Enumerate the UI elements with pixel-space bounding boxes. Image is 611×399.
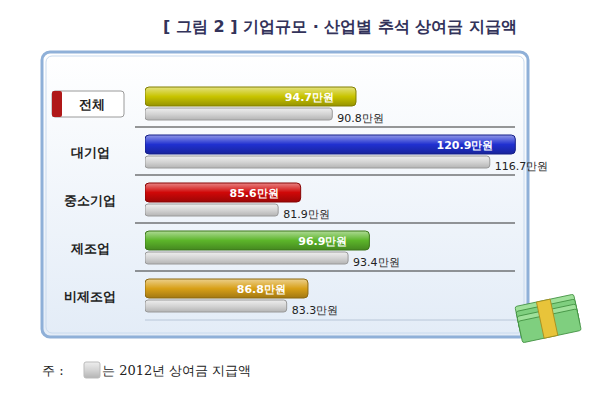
data-label: 120.9만원	[437, 139, 494, 152]
bar-2012	[145, 156, 490, 168]
title: [ 그림 2 ] 기업규모 · 산업별 추석 상여금 지급액	[163, 17, 517, 36]
data-label: 96.9만원	[298, 235, 347, 248]
data-label: 94.7만원	[285, 91, 334, 104]
note-label: 주 :	[42, 363, 64, 378]
bar-2012	[145, 204, 278, 216]
bars	[145, 87, 515, 312]
panel-inner	[46, 56, 524, 333]
separator	[135, 222, 515, 223]
money-icon	[515, 294, 581, 343]
separator	[135, 126, 515, 127]
chart-root: [ 그림 2 ] 기업규모 · 산업별 추석 상여금 지급액전체대기업중소기업제…	[0, 0, 611, 399]
category-label: 전체	[79, 97, 105, 112]
bar-2012	[145, 108, 332, 120]
bar-2013	[145, 279, 308, 298]
category-box-accent	[52, 91, 62, 117]
chart-svg: [ 그림 2 ] 기업규모 · 산업별 추석 상여금 지급액전체대기업중소기업제…	[0, 0, 611, 399]
data-label: 83.3만원	[292, 304, 339, 317]
category-box	[52, 91, 124, 117]
bar-2013	[145, 183, 301, 202]
separator	[135, 174, 515, 175]
data-label: 86.8만원	[237, 283, 286, 296]
data-label: 90.8만원	[337, 112, 384, 125]
category-label: 중소기업	[64, 193, 116, 208]
bar-2013	[145, 87, 356, 106]
separator	[135, 270, 515, 271]
category-label: 제조업	[70, 241, 110, 256]
data-label: 116.7만원	[495, 160, 549, 173]
x-axis-line	[145, 320, 522, 321]
category-label: 비제조업	[64, 289, 116, 304]
data-label: 93.4만원	[353, 256, 400, 269]
data-label: 85.6만원	[230, 187, 279, 200]
bar-2013	[145, 231, 369, 250]
category-label: 대기업	[71, 145, 110, 160]
bar-2012	[145, 300, 287, 312]
money-band	[536, 299, 557, 338]
legend-swatch	[84, 362, 100, 378]
bar-2012	[145, 252, 348, 264]
panel	[42, 52, 528, 337]
bar-2013	[145, 135, 515, 154]
legend-text: 는 2012년 상여금 지급액	[102, 363, 251, 378]
data-label: 81.9만원	[283, 208, 330, 221]
